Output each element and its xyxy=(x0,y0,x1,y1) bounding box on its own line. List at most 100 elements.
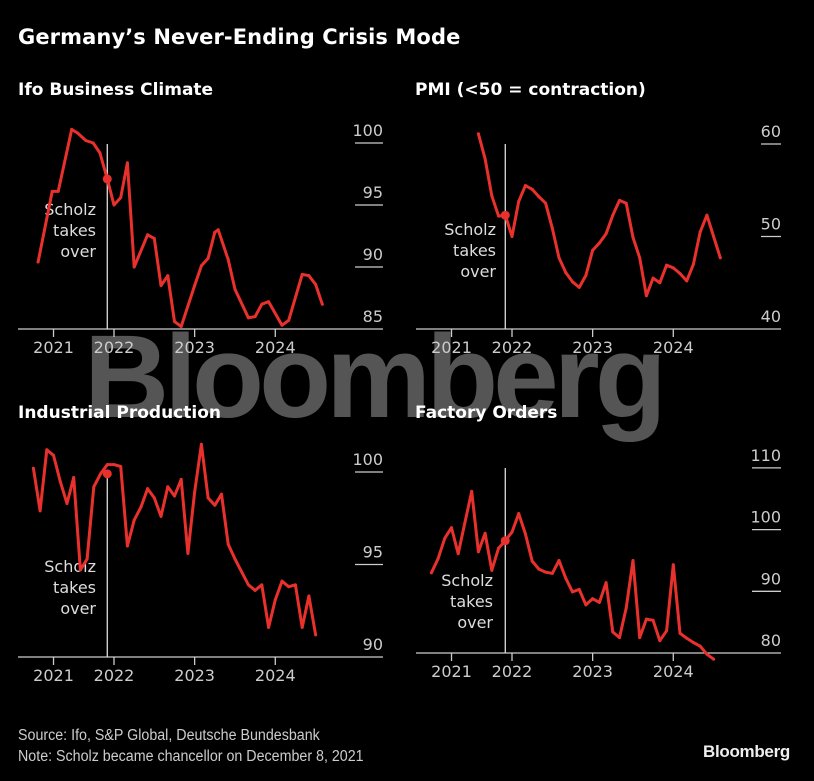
scholz-data-marker xyxy=(102,469,112,479)
data-point xyxy=(557,558,561,562)
data-point xyxy=(91,141,95,145)
panel-title-ifo: Ifo Business Climate xyxy=(18,80,214,100)
data-point xyxy=(65,501,69,505)
x-tick-label: 2024 xyxy=(653,662,694,681)
data-point xyxy=(159,514,163,518)
scholz-annotation-text: Scholz xyxy=(444,220,496,239)
data-point xyxy=(172,494,176,498)
data-point xyxy=(530,187,534,191)
data-point xyxy=(577,285,581,289)
data-point xyxy=(253,588,257,592)
data-point xyxy=(490,568,494,572)
data-point xyxy=(36,260,40,264)
data-point xyxy=(38,509,42,513)
data-point xyxy=(638,636,642,640)
data-point xyxy=(644,617,648,621)
data-point xyxy=(678,272,682,275)
data-point xyxy=(644,294,648,298)
data-point xyxy=(685,279,689,283)
data-point xyxy=(490,194,494,198)
data-point xyxy=(618,198,622,202)
scholz-data-marker xyxy=(500,210,510,220)
data-point xyxy=(483,531,487,535)
data-point xyxy=(443,536,447,540)
data-point xyxy=(56,189,60,193)
data-point xyxy=(92,485,96,489)
data-point xyxy=(213,230,217,234)
data-point xyxy=(78,568,82,572)
data-point xyxy=(476,132,480,136)
data-point xyxy=(497,546,501,550)
data-point xyxy=(70,127,74,131)
data-point xyxy=(631,235,635,239)
data-point xyxy=(267,300,271,304)
data-point xyxy=(280,323,284,327)
data-point xyxy=(584,603,588,607)
data-point xyxy=(671,266,675,270)
data-point xyxy=(99,472,103,476)
data-point xyxy=(665,629,669,633)
y-tick-label: 90 xyxy=(363,635,383,654)
data-point xyxy=(456,552,460,556)
data-point xyxy=(267,625,271,629)
data-point xyxy=(125,161,129,165)
data-point xyxy=(631,558,635,562)
data-point xyxy=(320,302,324,306)
x-tick-label: 2021 xyxy=(431,662,472,681)
data-point xyxy=(544,201,548,205)
data-point xyxy=(591,248,595,252)
data-point xyxy=(31,466,35,470)
scholz-annotation-text: takes xyxy=(53,221,96,240)
data-point xyxy=(132,265,136,269)
data-series-line xyxy=(476,132,722,298)
source-note: Source: Ifo, S&P Global, Deutsche Bundes… xyxy=(18,727,320,744)
data-point xyxy=(698,644,702,648)
data-point xyxy=(226,542,230,546)
data-point xyxy=(510,530,514,534)
data-point xyxy=(84,139,88,143)
data-point xyxy=(139,505,143,509)
x-tick-label: 2021 xyxy=(431,338,472,357)
data-point xyxy=(58,479,62,483)
data-point xyxy=(72,476,76,480)
data-point xyxy=(450,526,454,530)
scholz-annotation-text: over xyxy=(460,262,496,281)
data-point xyxy=(557,256,561,260)
data-point xyxy=(510,235,514,238)
data-point xyxy=(172,320,176,324)
data-point xyxy=(537,567,541,571)
data-point xyxy=(698,230,702,234)
data-point xyxy=(159,284,163,288)
data-point xyxy=(125,544,129,548)
data-point xyxy=(146,487,150,491)
data-point xyxy=(260,583,264,587)
data-point xyxy=(651,276,655,280)
data-point xyxy=(691,262,695,266)
data-point xyxy=(544,570,548,574)
chancellor-note: Note: Scholz became chancellor on Decemb… xyxy=(18,748,364,765)
scholz-annotation-text: Scholz xyxy=(44,200,96,219)
data-point xyxy=(240,570,244,574)
data-point xyxy=(166,485,170,489)
data-point xyxy=(233,287,237,291)
data-point xyxy=(651,618,655,622)
data-point xyxy=(76,131,80,135)
y-tick-label: 90 xyxy=(363,245,383,264)
data-point xyxy=(570,280,574,284)
data-point xyxy=(530,559,534,563)
data-point xyxy=(287,585,291,589)
data-point xyxy=(665,263,669,267)
data-point xyxy=(476,550,480,554)
x-tick-label: 2024 xyxy=(653,338,694,357)
data-point xyxy=(166,274,170,278)
data-point xyxy=(273,598,277,602)
data-point xyxy=(119,196,123,200)
data-point xyxy=(246,316,250,320)
data-point xyxy=(52,453,56,457)
data-point xyxy=(705,652,709,656)
scholz-data-marker xyxy=(500,536,510,546)
data-point xyxy=(314,633,318,637)
data-point xyxy=(483,157,487,161)
data-point xyxy=(85,557,89,561)
y-tick-label: 95 xyxy=(363,183,383,202)
